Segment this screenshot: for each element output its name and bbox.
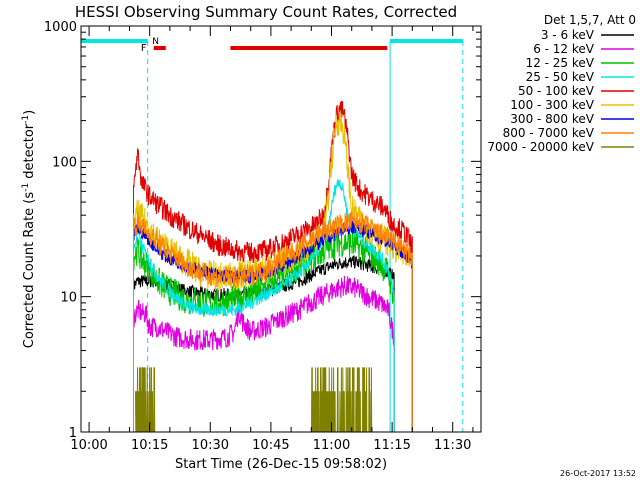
legend-entry-label: 800 - 7000 keV bbox=[503, 126, 595, 140]
legend-entry-label: 25 - 50 keV bbox=[526, 70, 595, 84]
y-tick-label: 1 bbox=[69, 426, 77, 441]
series-line-8 bbox=[133, 210, 413, 432]
plot-frame bbox=[80, 25, 482, 433]
x-tick-label: 11:15 bbox=[373, 438, 410, 453]
y-axis-label-mid: detector bbox=[22, 123, 37, 183]
legend-entry-label: 300 - 800 keV bbox=[510, 112, 594, 126]
legend-entry-label: 6 - 12 keV bbox=[533, 42, 595, 56]
x-axis-label: Start Time (26-Dec-15 09:58:02) bbox=[175, 457, 387, 472]
night-flag-label: N bbox=[152, 37, 159, 47]
x-tick-label: 10:45 bbox=[252, 438, 289, 453]
series-line-9 bbox=[135, 367, 373, 432]
y-axis-label-sup1: -1 bbox=[21, 183, 31, 192]
y-axis-label: Corrected Count Rate (s-1 detector-1) bbox=[21, 110, 37, 348]
fast-flag-label: F bbox=[141, 43, 147, 54]
x-tick-label: 11:00 bbox=[313, 438, 350, 453]
y-axis-label-end: ) bbox=[22, 110, 37, 115]
y-tick-label: 10 bbox=[60, 291, 77, 306]
footer-timestamp: 26-Oct-2017 13:52 bbox=[560, 469, 636, 478]
x-tick-label: 11:30 bbox=[434, 438, 471, 453]
x-axis: 10:00 10:15 10:30 10:45 11:00 11:15 11:30 bbox=[70, 26, 474, 453]
legend-entry-label: 50 - 100 keV bbox=[518, 84, 595, 98]
chart-title: HESSI Observing Summary Count Rates, Cor… bbox=[75, 3, 457, 21]
legend-entry-label: 7000 - 20000 keV bbox=[487, 140, 594, 154]
y-axis-label-main: Corrected Count Rate (s bbox=[22, 192, 37, 349]
x-tick-label: 10:30 bbox=[192, 438, 229, 453]
series-layer bbox=[133, 100, 413, 432]
y-tick-label: 1000 bbox=[44, 20, 77, 35]
legend-header: Det 1,5,7, Att 0 bbox=[544, 13, 636, 27]
x-tick-label: 10:15 bbox=[131, 438, 168, 453]
legend-entry-label: 3 - 6 keV bbox=[541, 28, 595, 42]
y-tick-label: 100 bbox=[52, 155, 77, 170]
x-tick-label: 10:00 bbox=[70, 438, 107, 453]
legend-entry-label: 100 - 300 keV bbox=[510, 98, 594, 112]
series-line-5 bbox=[133, 100, 413, 432]
legend-entry-label: 12 - 25 keV bbox=[526, 56, 595, 70]
y-axis-label-sup2: -1 bbox=[21, 115, 31, 124]
series-line-2 bbox=[133, 275, 395, 432]
